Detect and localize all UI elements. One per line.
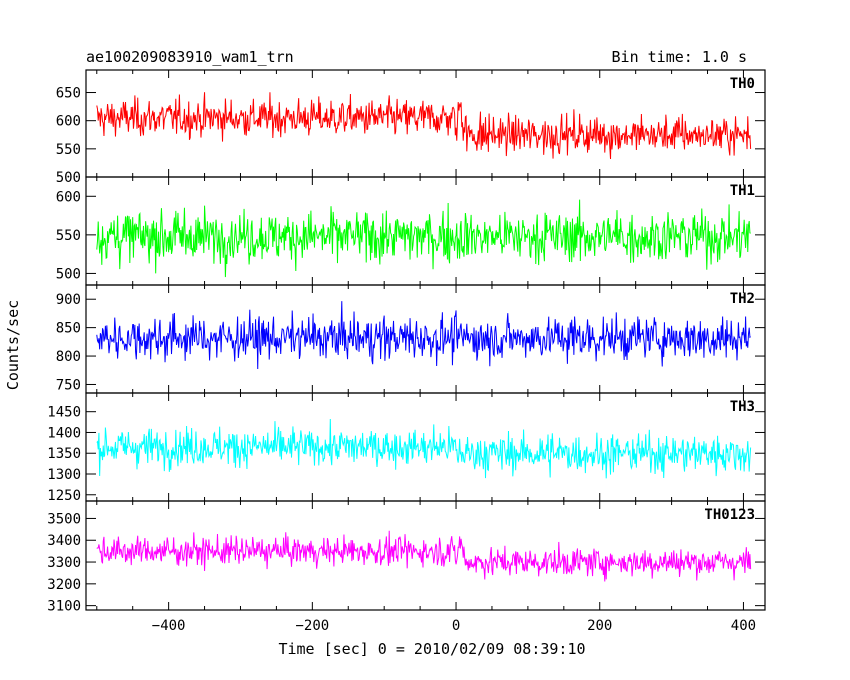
panel-label-th3: TH3 (730, 399, 755, 415)
panel-label-th1: TH1 (730, 183, 755, 199)
y-tick-label: 3300 (47, 555, 81, 571)
x-axis-label: Time [sec] 0 = 2010/02/09 08:39:10 (278, 640, 585, 658)
y-tick-label: 3500 (47, 511, 81, 527)
x-tick-label: 200 (587, 618, 612, 634)
y-tick-label: 1300 (47, 467, 81, 483)
y-tick-label: 3200 (47, 577, 81, 593)
panel-th0: 500 550 600 650 TH0 (56, 69, 766, 186)
y-tick-label: 550 (56, 228, 81, 244)
panels-group: 500 550 600 650 TH0 500 550 600 TH1 750 800 850 900 T… (47, 69, 766, 615)
panel-th3: 1250 1300 1350 1400 1450 TH3 (47, 392, 766, 504)
panel-frame (85, 500, 766, 611)
y-tick-label: 1450 (47, 405, 81, 421)
y-tick-label: 800 (56, 349, 81, 365)
y-tick-label: 900 (56, 292, 81, 308)
y-tick-label: 1250 (47, 488, 81, 504)
chart-title: ae100209083910_wam1_trn (86, 48, 294, 66)
series-line-th0123 (96, 530, 752, 582)
x-tick-label: −400 (152, 618, 186, 634)
bin-time-label: Bin time: 1.0 s (612, 48, 747, 66)
y-tick-label: 600 (56, 114, 81, 130)
series-line-th1 (96, 199, 751, 278)
series-line-th3 (96, 419, 752, 479)
y-tick-label: 550 (56, 142, 81, 158)
series-line-th0 (96, 92, 752, 159)
y-tick-label: 1350 (47, 446, 81, 462)
y-tick-label: 600 (56, 189, 81, 205)
y-tick-label: 500 (56, 170, 81, 186)
x-tick-label: 400 (731, 618, 756, 634)
x-axis: −400 −200 0 200 400 (96, 70, 756, 634)
panel-label-th0: TH0 (730, 76, 755, 92)
y-tick-label: 3100 (47, 599, 81, 615)
panel-th1: 500 550 600 TH1 (56, 176, 766, 286)
y-tick-label: 500 (56, 266, 81, 282)
y-tick-label: 3400 (47, 533, 81, 549)
y-tick-label: 650 (56, 86, 81, 102)
y-tick-label: 1400 (47, 425, 81, 441)
panel-th2: 750 800 850 900 TH2 (56, 284, 766, 394)
x-tick-label: −200 (295, 618, 329, 634)
x-tick-label: 0 (452, 618, 460, 634)
y-axis-label: Counts/sec (4, 300, 22, 390)
panel-th0123: 3100 3200 3300 3400 3500 TH0123 (47, 500, 766, 615)
panel-label-th0123: TH0123 (704, 507, 755, 523)
y-tick-label: 850 (56, 321, 81, 337)
series-line-th2 (96, 301, 751, 369)
y-tick-label: 750 (56, 377, 81, 393)
panel-label-th2: TH2 (730, 291, 755, 307)
